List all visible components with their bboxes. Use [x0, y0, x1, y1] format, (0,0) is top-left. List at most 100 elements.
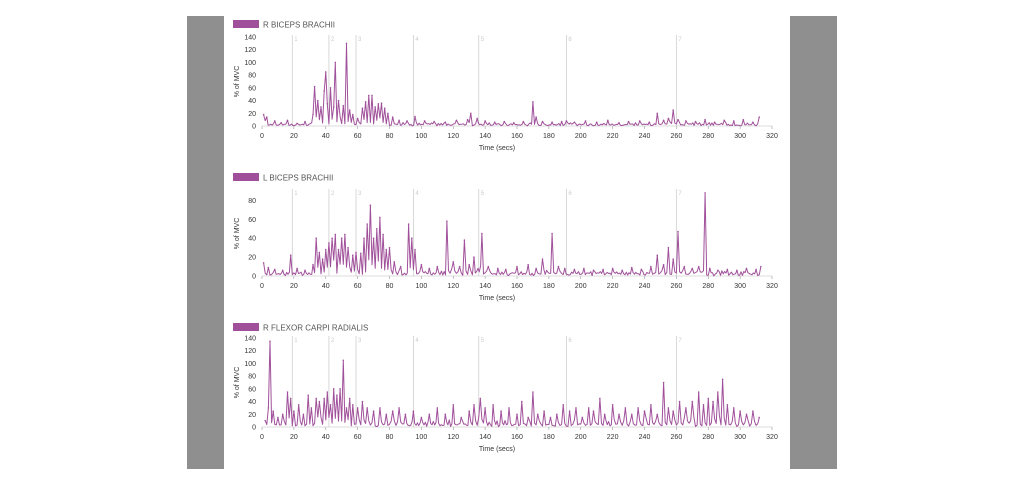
data-point — [423, 120, 426, 122]
event-marker-label: 2 — [331, 338, 335, 344]
data-point — [694, 120, 697, 123]
data-point — [643, 410, 646, 412]
data-point — [627, 120, 630, 123]
data-point — [379, 216, 381, 219]
x-tick-label: 260 — [671, 283, 683, 290]
data-point — [527, 263, 529, 266]
legend-label: R FLEXOR CARPI RADIALIS — [263, 324, 368, 333]
x-tick-label: 280 — [702, 283, 714, 290]
data-point — [374, 106, 376, 108]
data-point — [560, 120, 563, 123]
data-point — [345, 42, 348, 45]
event-marker-label: 6 — [568, 338, 572, 344]
data-point — [372, 410, 375, 412]
data-point — [568, 410, 571, 412]
y-tick-label: 100 — [244, 361, 256, 368]
data-point — [337, 248, 340, 251]
chart-2: L BICEPS BRACHII 1 2 3 4 5 6 7 0 20 40 60 80 0 20 40 60 8… — [233, 173, 778, 302]
y-tick-label: 0 — [252, 274, 256, 281]
data-point — [312, 263, 314, 266]
data-point — [677, 118, 679, 121]
x-tick-label: 300 — [734, 133, 746, 140]
chart-3: R FLEXOR CARPI RADIALIS 1 2 3 4 5 6 7 0 20 40 60 80 1… — [233, 323, 778, 453]
data-point — [320, 106, 322, 108]
data-point — [383, 107, 386, 109]
data-point — [264, 419, 266, 422]
data-point — [315, 237, 317, 240]
data-point — [324, 248, 327, 251]
data-point — [436, 265, 439, 268]
data-point — [603, 413, 606, 416]
data-point — [532, 391, 534, 393]
data-point — [713, 121, 716, 123]
data-point — [685, 407, 687, 409]
data-point — [650, 403, 652, 406]
x-tick-label: 60 — [354, 283, 362, 290]
data-point — [312, 113, 314, 116]
data-point — [329, 87, 332, 89]
data-point — [712, 400, 714, 403]
data-point — [599, 397, 601, 400]
data-point — [697, 391, 700, 393]
y-tick-label: 60 — [248, 386, 256, 393]
x-tick-label: 180 — [543, 133, 555, 140]
data-point — [691, 267, 694, 270]
data-point — [752, 121, 754, 123]
data-point — [667, 246, 670, 249]
x-tick-label: 40 — [322, 133, 330, 140]
y-tick-label: 120 — [244, 47, 256, 54]
data-point — [414, 248, 416, 251]
y-tick-label: 100 — [244, 60, 256, 67]
x-tick-label: 300 — [734, 283, 746, 290]
data-point — [726, 403, 729, 406]
data-point — [709, 267, 711, 270]
legend-label: R BICEPS BRACHII — [263, 21, 335, 30]
data-point — [452, 261, 455, 263]
data-point — [508, 407, 510, 409]
data-point — [662, 381, 665, 384]
data-point — [637, 407, 639, 409]
x-tick-label: 200 — [575, 133, 587, 140]
data-point — [755, 268, 757, 271]
data-point — [739, 410, 741, 412]
data-point — [414, 115, 416, 118]
data-point — [364, 101, 367, 103]
legend-swatch — [233, 20, 259, 28]
data-point — [446, 220, 448, 223]
data-point — [481, 232, 483, 235]
data-point — [339, 388, 341, 390]
data-point — [313, 85, 316, 88]
data-point — [702, 403, 705, 406]
data-point — [307, 394, 310, 397]
data-point — [543, 410, 545, 412]
data-point — [630, 266, 633, 269]
event-marker-label: 3 — [358, 191, 362, 197]
data-point — [505, 268, 507, 271]
data-point — [466, 118, 469, 121]
data-point — [752, 410, 754, 412]
event-marker-label: 5 — [481, 338, 485, 344]
event-marker-label: 7 — [678, 338, 682, 344]
x-tick-label: 260 — [671, 434, 683, 441]
data-point — [428, 267, 431, 270]
data-point — [662, 119, 665, 122]
x-tick-label: 100 — [416, 283, 428, 290]
x-tick-label: 160 — [511, 434, 523, 441]
data-point — [556, 413, 558, 416]
data-point — [267, 407, 270, 409]
x-tick-label: 140 — [479, 283, 491, 290]
data-point — [460, 416, 463, 419]
data-point — [541, 258, 544, 260]
x-tick-label: 180 — [543, 283, 555, 290]
data-point — [704, 192, 706, 194]
data-point — [584, 120, 587, 122]
data-point — [324, 71, 327, 73]
x-tick-label: 220 — [607, 283, 619, 290]
x-tick-label: 280 — [702, 434, 714, 441]
data-point — [444, 121, 447, 123]
y-tick-label: 20 — [248, 412, 256, 419]
y-tick-label: 80 — [248, 73, 256, 80]
data-point — [638, 120, 641, 122]
data-point — [717, 269, 719, 272]
data-point — [296, 267, 298, 270]
